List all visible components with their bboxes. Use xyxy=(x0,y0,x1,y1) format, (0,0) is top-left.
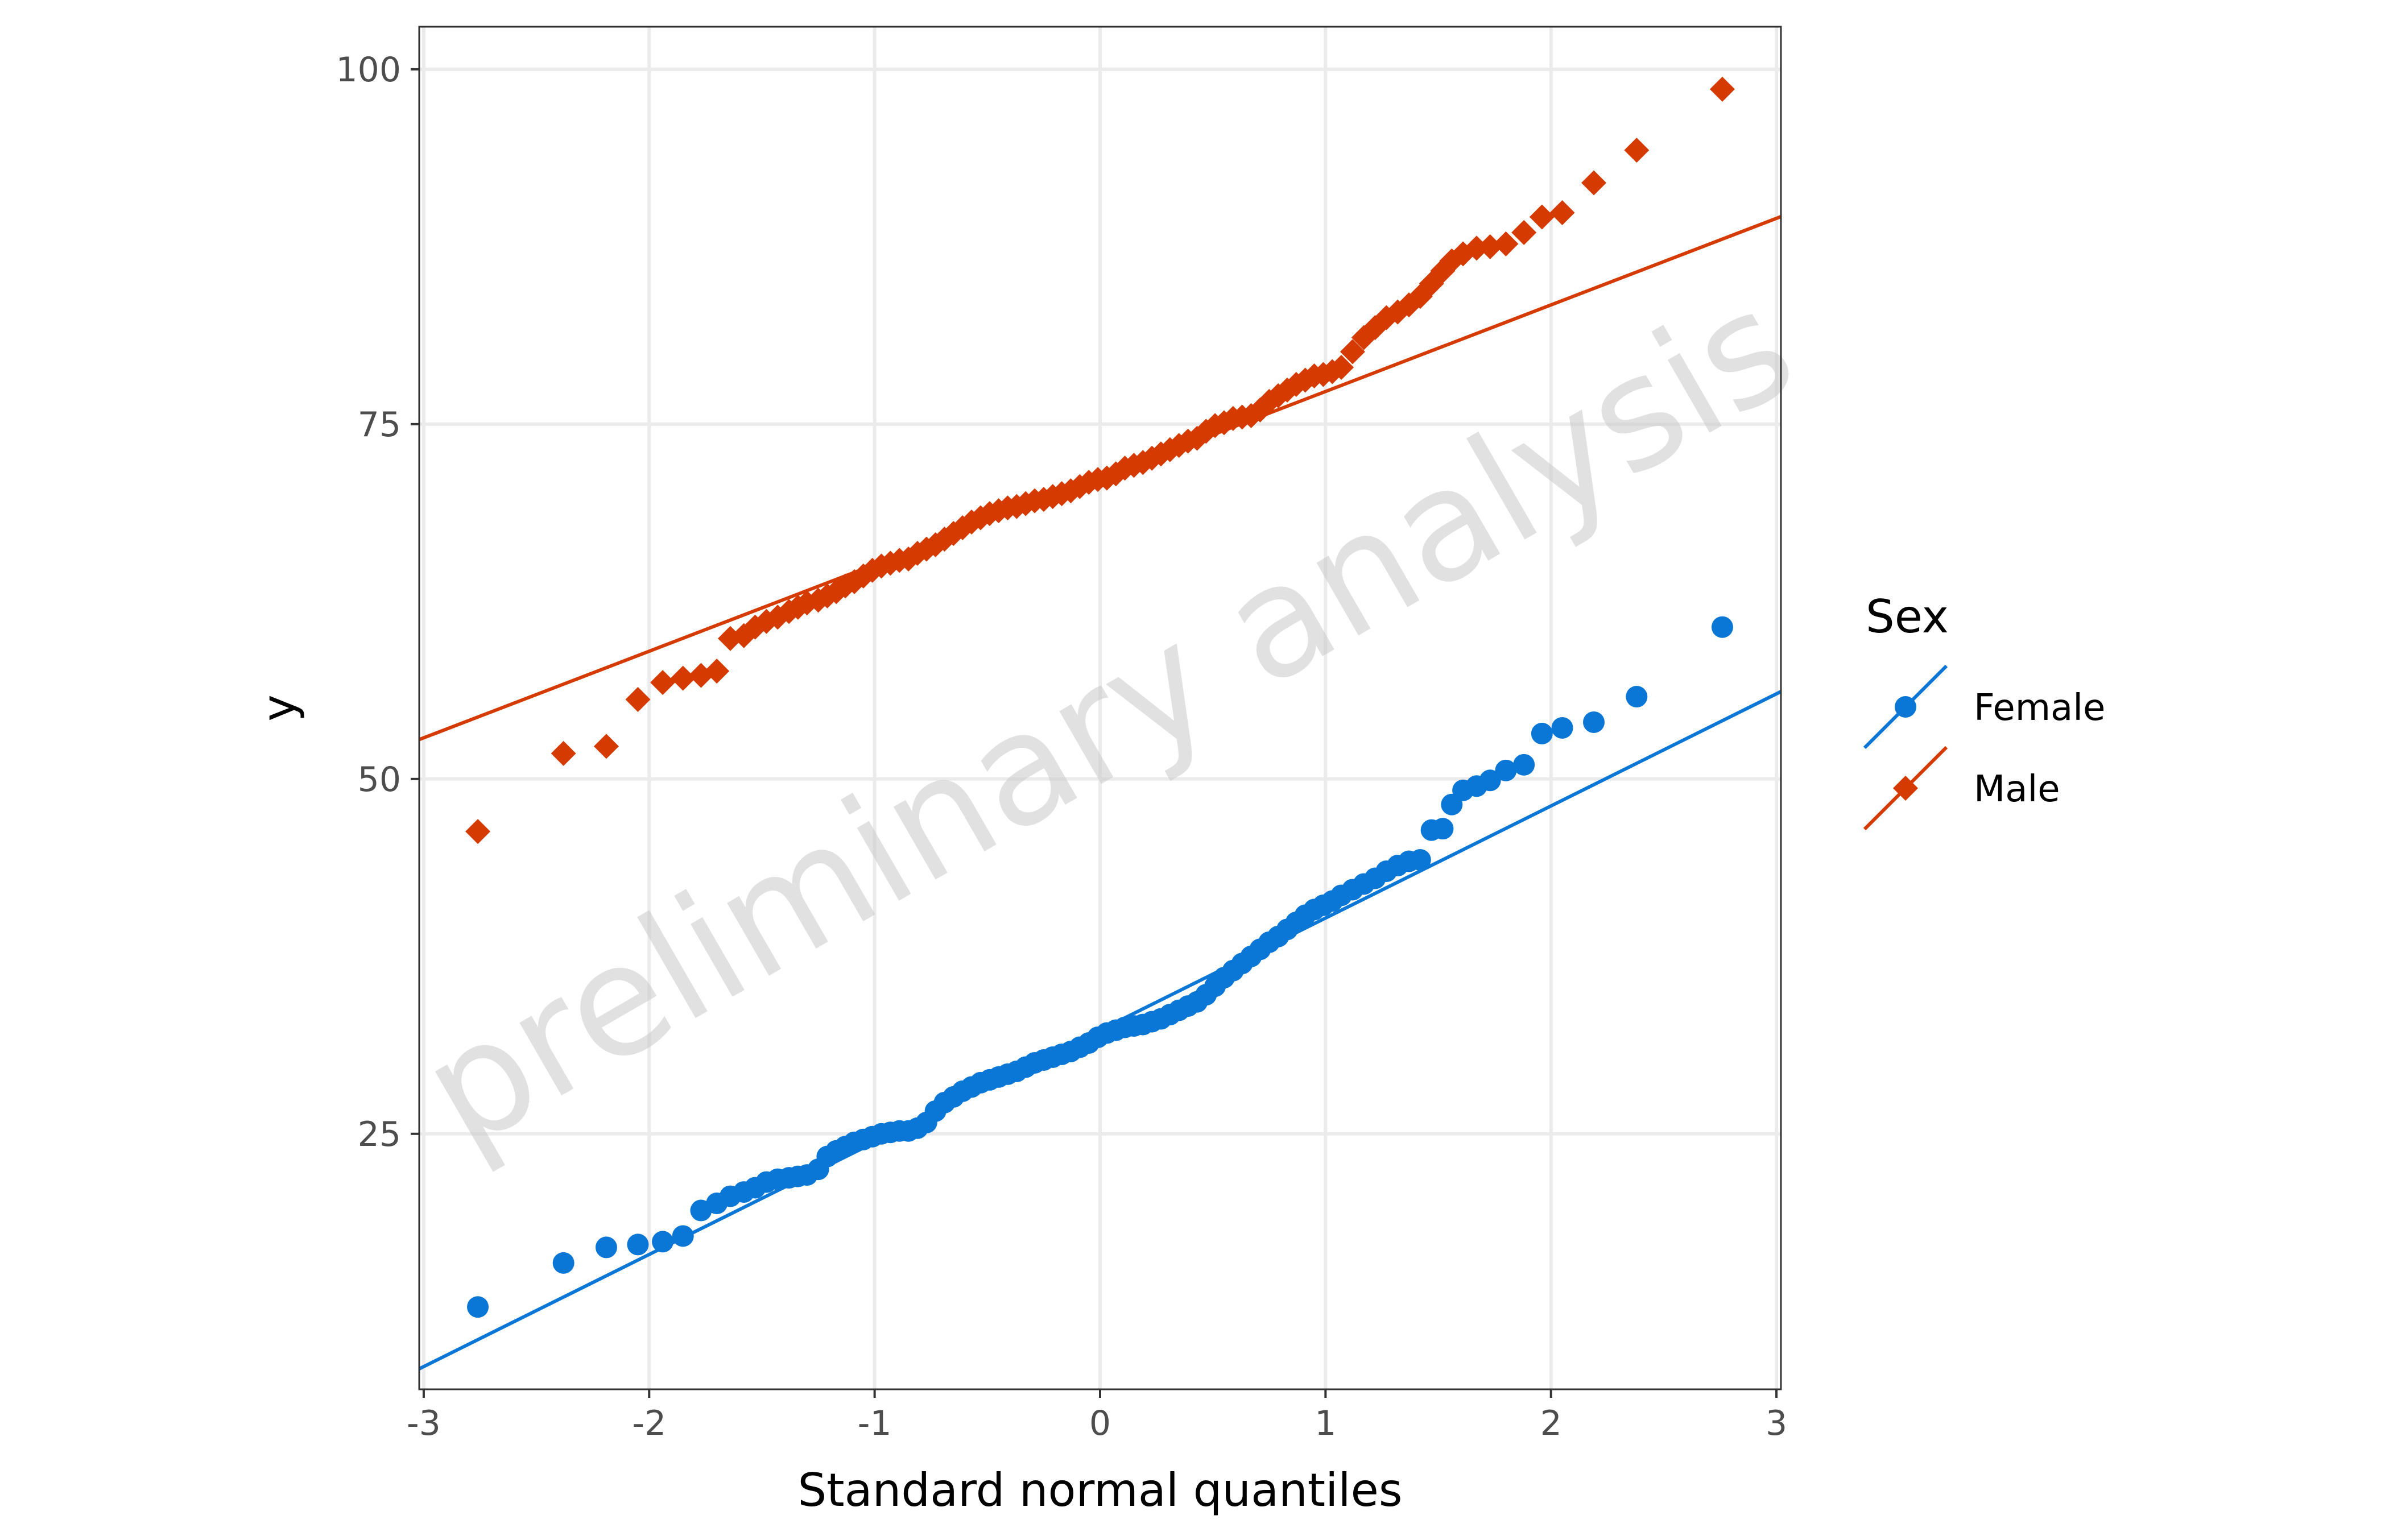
female-point xyxy=(1495,759,1517,781)
female-point xyxy=(467,1296,489,1318)
female-point xyxy=(1409,849,1431,871)
data-points xyxy=(465,76,1735,1318)
y-tick-label: 50 xyxy=(358,760,401,800)
male-point xyxy=(1493,231,1519,256)
female-point xyxy=(1583,711,1605,733)
female-point xyxy=(652,1231,674,1253)
x-tick-label: -1 xyxy=(858,1404,892,1443)
legend-label-male: Male xyxy=(1974,768,2060,810)
female-point xyxy=(1531,722,1553,744)
male-point xyxy=(1549,200,1575,225)
male-point xyxy=(650,670,676,696)
female-point xyxy=(1513,754,1535,776)
legend-entry-male: Male xyxy=(1863,746,2060,831)
x-tick-label: 3 xyxy=(1766,1404,1787,1443)
male-point xyxy=(1709,76,1735,102)
legend-entry-female: Female xyxy=(1863,664,2105,750)
male-point xyxy=(670,665,696,691)
male-point xyxy=(1581,170,1607,196)
female-series xyxy=(467,616,1733,1318)
male-series xyxy=(465,76,1735,844)
x-tick-label: 1 xyxy=(1315,1404,1336,1443)
legend: Sex Female Male xyxy=(1863,590,2105,831)
y-tick-label: 25 xyxy=(358,1115,401,1154)
male-point xyxy=(1340,339,1365,365)
x-tick-label: 0 xyxy=(1089,1404,1111,1443)
male-point xyxy=(1477,234,1503,259)
male-point xyxy=(1511,220,1537,245)
y-axis-title: y xyxy=(253,694,305,721)
female-point xyxy=(1479,769,1501,792)
legend-title: Sex xyxy=(1866,590,1949,643)
female-point xyxy=(672,1225,694,1247)
male-point xyxy=(1624,138,1650,163)
female-point xyxy=(1432,818,1454,840)
axes: -3 -2 -1 0 1 2 3 25 50 75 100 xyxy=(336,50,1787,1443)
male-point xyxy=(1329,355,1354,380)
female-point xyxy=(552,1252,574,1274)
grid-lines xyxy=(419,27,1781,1389)
female-point xyxy=(595,1236,617,1259)
y-tick-label: 75 xyxy=(358,405,401,445)
female-point xyxy=(627,1233,649,1256)
male-point xyxy=(593,734,619,759)
x-tick-label: 2 xyxy=(1540,1404,1562,1443)
x-tick-label: -2 xyxy=(632,1404,666,1443)
female-point xyxy=(1711,616,1733,638)
legend-label-female: Female xyxy=(1974,687,2105,729)
male-point xyxy=(1529,204,1555,230)
female-point xyxy=(1551,717,1573,739)
male-point xyxy=(465,819,491,844)
x-tick-label: -3 xyxy=(407,1404,441,1443)
legend-key-circle xyxy=(1895,696,1916,718)
y-tick-label: 100 xyxy=(336,50,401,90)
x-axis-title: Standard normal quantiles xyxy=(797,1464,1402,1517)
male-point xyxy=(551,740,576,766)
male-point xyxy=(625,687,651,713)
legend-key-diamond xyxy=(1893,776,1918,801)
male-point xyxy=(704,659,730,684)
legend-entries: Female Male xyxy=(1863,664,2105,831)
female-point xyxy=(1626,686,1648,708)
